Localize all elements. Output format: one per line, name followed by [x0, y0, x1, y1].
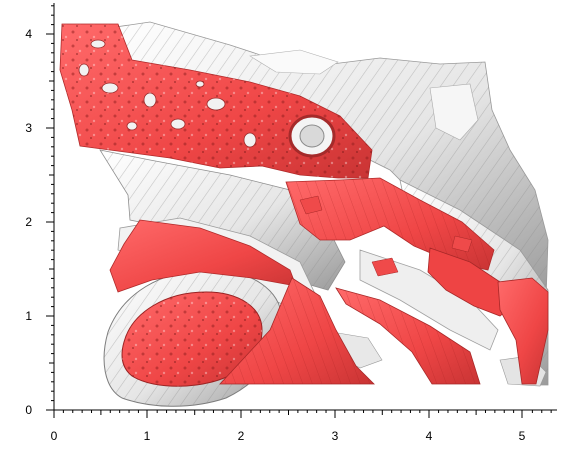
y-tick-2: 2: [25, 215, 54, 229]
x-tick-label-1: 1: [144, 429, 151, 443]
x-tick-4: 4: [426, 410, 433, 443]
y-tick-label-1: 1: [25, 309, 32, 323]
x-minor-ticks: [62, 410, 552, 415]
red-right-band-2: [427, 247, 521, 317]
white-fragment-3: [249, 49, 339, 75]
y-tick-0: 0: [25, 403, 54, 417]
red-oval-interior-speckle: [122, 292, 262, 387]
x-tick-5: 5: [519, 410, 526, 443]
x-tick-3: 3: [332, 410, 339, 443]
red-right-band-texture: [336, 288, 480, 384]
y-tick-label-4: 4: [25, 27, 32, 41]
x-tick-0: 0: [51, 410, 58, 443]
white-fragment-2: [429, 83, 479, 141]
y-tick-4: 4: [25, 27, 54, 41]
x-tick-label-4: 4: [426, 429, 433, 443]
y-tick-1: 1: [25, 309, 54, 323]
x-tick-label-0: 0: [51, 429, 58, 443]
y-tick-label-2: 2: [25, 215, 32, 229]
red-surface-group: [59, 23, 549, 387]
y-tick-label-0: 0: [25, 403, 32, 417]
red-mass-ring-inner: [299, 124, 325, 148]
y-minor-ticks: [49, 5, 54, 402]
red-small-fragments: [299, 195, 473, 277]
x-tick-label-2: 2: [238, 429, 245, 443]
red-mass-pores: [78, 39, 257, 148]
axes: 0 1 2 3 4 5 0 1: [25, 3, 557, 443]
x-tick-1: 1: [144, 410, 151, 443]
x-tick-2: 2: [238, 410, 245, 443]
red-middle-band-texture: [286, 178, 494, 270]
red-lower-fan-texture: [220, 278, 374, 384]
x-tick-label-5: 5: [519, 429, 526, 443]
red-right-band-3: [497, 277, 549, 385]
y-tick-label-3: 3: [25, 121, 32, 135]
y-tick-3: 3: [25, 121, 54, 135]
x-tick-label-3: 3: [332, 429, 339, 443]
red-left-slab: [109, 219, 297, 293]
